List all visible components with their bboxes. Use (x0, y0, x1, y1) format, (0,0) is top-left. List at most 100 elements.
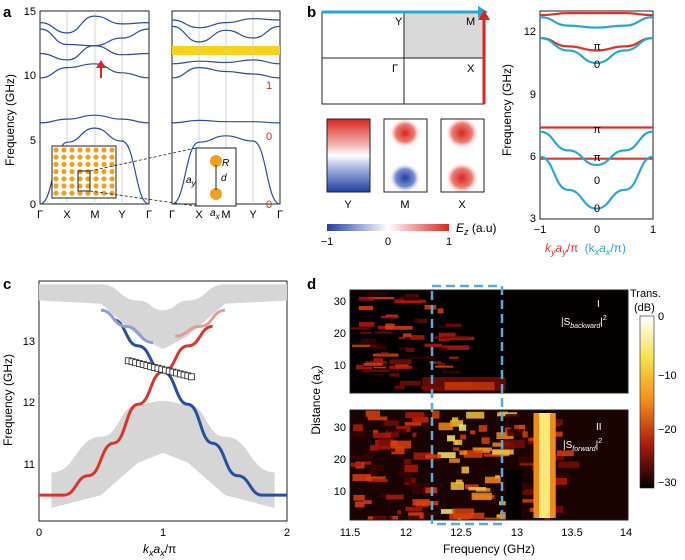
heat-streak (385, 430, 399, 438)
xtick: 0 (594, 224, 600, 236)
heat-streak (413, 452, 434, 460)
ytick: 5 (30, 135, 36, 147)
lattice-rod (53, 169, 59, 175)
heat-streak (407, 515, 420, 520)
heat-streak (409, 483, 430, 488)
heat-streak (423, 487, 438, 494)
heat-streak (445, 323, 462, 328)
heat-streak (377, 325, 389, 330)
heat-streak (360, 331, 372, 334)
lattice-rod (61, 161, 67, 167)
lattice-rod (93, 176, 99, 182)
lattice-rod (53, 161, 59, 167)
heat-streak (378, 368, 399, 373)
xtick: Γ (169, 209, 175, 221)
heat-streak (380, 315, 399, 319)
lattice-rod (61, 169, 67, 175)
heat-streak (389, 359, 412, 365)
lattice-rod (93, 183, 99, 189)
heat-streak (404, 422, 422, 426)
heat-streak (438, 362, 446, 367)
heat-streak (484, 476, 501, 484)
heat-streak (353, 424, 363, 432)
heat-streak (439, 347, 448, 352)
heat-streak (390, 440, 412, 449)
heat-streak (367, 416, 388, 421)
colorbar-tick: −1 (321, 236, 334, 248)
xtick: 13 (511, 527, 523, 539)
heat-streak (516, 488, 537, 495)
heat-streak (368, 479, 388, 483)
heat-streak (449, 356, 459, 360)
heat-streak (437, 452, 456, 459)
heat-streak (484, 517, 507, 520)
inset-connector-lines (89, 147, 197, 207)
colorbar-tick: −30 (658, 477, 677, 489)
heat-streak (399, 380, 421, 386)
heat-streak (408, 356, 426, 359)
heat-streak (425, 356, 435, 360)
lattice-rod (93, 161, 99, 167)
trans-colorbar-title: Trans. (630, 288, 661, 300)
heat-streak (373, 373, 383, 376)
heat-streak (437, 308, 444, 314)
unit-cell-box (77, 170, 91, 192)
heat-streak (459, 450, 468, 455)
xtick: 1 (650, 224, 656, 236)
ytick: 10 (24, 70, 36, 82)
heat-streak (373, 432, 391, 439)
heat-streak (373, 357, 383, 362)
heat-streak (460, 517, 470, 520)
heat-streak (496, 432, 514, 439)
edge-state-blue (113, 318, 287, 497)
panel-c-label: c (3, 276, 11, 293)
heat-streak (379, 492, 390, 497)
heat-streak (372, 464, 385, 472)
lattice-rod (69, 190, 75, 196)
lattice-rod (93, 169, 99, 175)
band-line (171, 119, 281, 124)
lattice-rod (69, 183, 75, 189)
heat-streak (359, 296, 375, 301)
heat-streak (434, 365, 454, 368)
lattice-rod (101, 169, 107, 175)
radius-label: R (222, 158, 229, 169)
panel-a-ylabel: Frequency (GHz) (3, 74, 17, 166)
lattice-rod (61, 183, 67, 189)
ky-arrowhead (478, 10, 490, 20)
ytick: 15 (24, 6, 36, 18)
lattice-rod (109, 154, 115, 160)
xtick: 11.5 (340, 527, 361, 539)
heat-streak (411, 487, 426, 495)
heat-streak (423, 422, 436, 426)
heat-streak (442, 336, 468, 339)
panel-c-xticks: 0 1 2 (36, 527, 290, 539)
heat-streak (444, 382, 495, 390)
bz-label-X: X (467, 63, 475, 75)
edge-state-faded-blue (100, 308, 154, 345)
band-line (39, 45, 150, 61)
heat-streak (464, 484, 479, 490)
ytick: 13 (23, 336, 35, 348)
xtick: M (221, 209, 230, 221)
band-line (39, 114, 150, 124)
ytick: 0 (30, 199, 36, 211)
lattice-rod (85, 176, 91, 182)
lattice-rod (53, 183, 59, 189)
heat-streak (519, 461, 533, 466)
heat-streak (558, 461, 580, 468)
heat-streak (389, 365, 413, 369)
ytick: 3 (530, 213, 536, 225)
heat-streak (449, 458, 460, 463)
lattice-rod (109, 169, 115, 175)
heat-streak (385, 323, 395, 328)
lattice-rod (85, 147, 91, 153)
panel-a-left-frame (39, 10, 150, 205)
heat-streak (404, 464, 418, 473)
heat-streak (452, 508, 475, 516)
heat-streak (481, 437, 490, 444)
field-label-Y: Y (344, 199, 352, 211)
heat-streak (507, 429, 525, 436)
irreducible-zone (404, 12, 484, 58)
heat-streak (444, 370, 460, 374)
